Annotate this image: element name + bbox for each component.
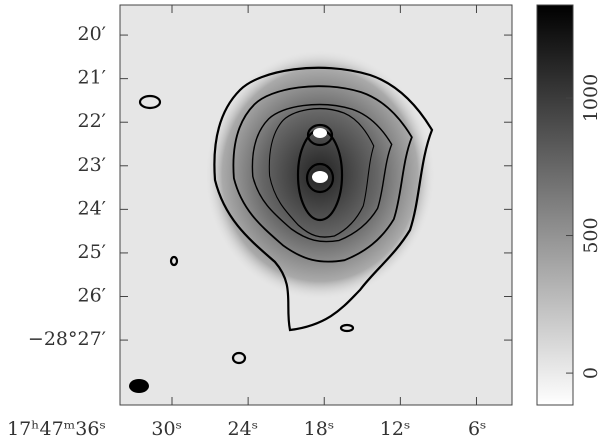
y-tick-label: 21′: [78, 67, 107, 89]
y-tick-label: −28°27′: [28, 328, 106, 350]
x-tick-label: 24ˢ: [228, 418, 259, 440]
x-tick-label: 12ˢ: [380, 418, 411, 440]
y-tick-label: 20′: [78, 23, 107, 45]
colorbar-tick-label: 500: [580, 217, 602, 253]
contours: [138, 66, 434, 365]
map: [120, 5, 512, 405]
beam: [129, 379, 149, 393]
colorbar-tick-label: 1000: [580, 74, 602, 122]
y-tick-label: 24′: [78, 197, 107, 219]
y-tick-label: 26′: [78, 285, 107, 307]
colorbar-tick-label: 0: [580, 367, 602, 379]
y-tick-label: 23′: [78, 154, 107, 176]
frame: [119, 4, 513, 406]
x-tick-label: 18ˢ: [304, 418, 335, 440]
y-tick-label: 25′: [78, 241, 107, 263]
y-tick-label: 22′: [78, 110, 107, 132]
x-tick-label: 30ˢ: [151, 418, 182, 440]
x-tick-label: 6ˢ: [468, 418, 487, 440]
colorbar: [536, 4, 574, 406]
x-tick-label: 17ʰ47ᵐ36ˢ: [7, 418, 106, 440]
